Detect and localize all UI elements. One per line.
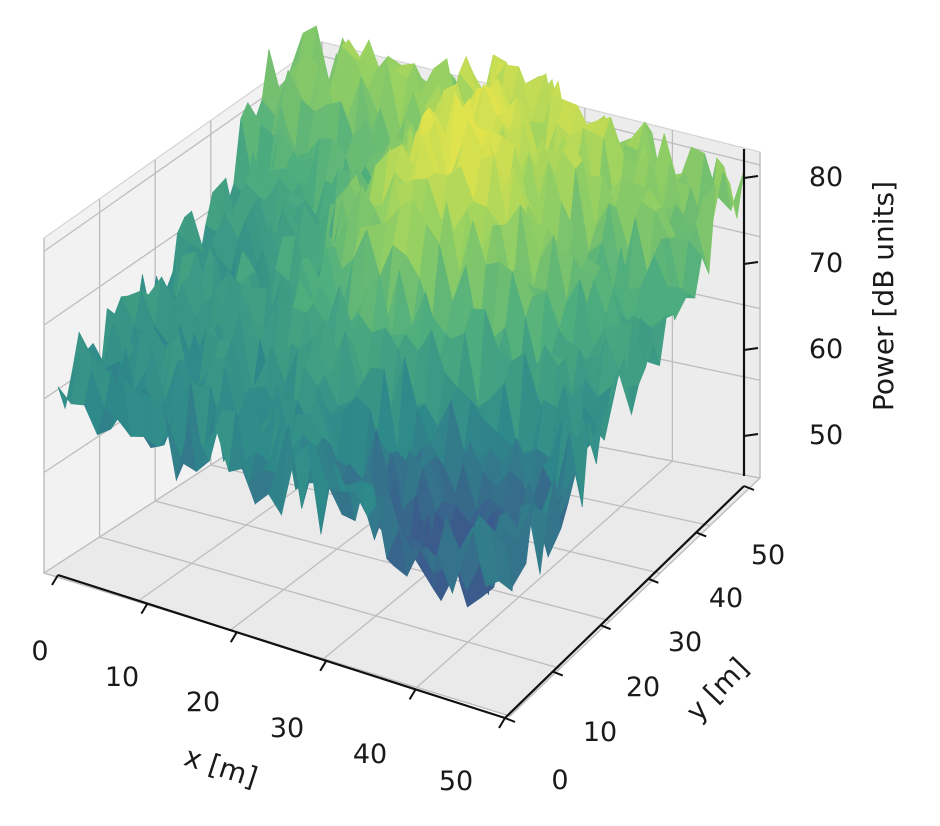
surface-mesh: [57, 25, 745, 608]
y-tick-label: 40: [709, 583, 743, 614]
z-tick-label: 60: [809, 334, 843, 365]
x-tick-label: 10: [105, 662, 139, 693]
floor-grid-line: [155, 500, 611, 622]
floor-grid-line: [99, 536, 561, 670]
x-tick-mark: [319, 660, 328, 672]
y-tick-label: 20: [626, 672, 660, 703]
x-tick-label: 40: [353, 739, 387, 770]
y-tick-mark: [695, 531, 707, 538]
x-tick-label: 30: [270, 713, 304, 744]
x-tick-label: 0: [31, 636, 48, 667]
z-tick-label: 50: [809, 420, 843, 451]
tick-marks: [51, 175, 759, 729]
surface-facet: [491, 528, 513, 592]
y-tick-mark: [600, 624, 611, 631]
x-axis-label: x [m]: [180, 740, 261, 794]
x-tick-mark: [140, 603, 149, 615]
x-tick-mark: [229, 631, 238, 643]
x-tick-mark: [51, 574, 59, 586]
x-axis-line: [57, 573, 506, 720]
y-tick-label: 30: [668, 627, 702, 658]
z-tick-mark: [743, 175, 759, 179]
y-axis-label: y [m]: [679, 651, 755, 728]
x-tick-mark: [498, 717, 506, 729]
x-tick-label: 20: [186, 687, 220, 718]
y-tick-label: 10: [583, 717, 617, 748]
y-tick-mark: [504, 717, 516, 723]
z-tick-label: 70: [809, 248, 843, 279]
y-tick-label: 0: [551, 765, 568, 796]
y-tick-mark: [648, 577, 659, 584]
z-tick-mark: [743, 347, 759, 351]
x-tick-labels: 0 10 20 30 40 50: [31, 636, 473, 797]
x-tick-label: 50: [439, 766, 473, 797]
y-tick-labels: 0 10 20 30 40 50: [551, 540, 785, 796]
y-tick-mark: [552, 670, 564, 677]
z-axis-label: Power [dB units]: [867, 181, 900, 411]
y-tick-mark: [743, 485, 755, 491]
y-tick-label: 50: [751, 540, 785, 571]
x-tick-mark: [408, 688, 417, 700]
z-tick-mark: [743, 433, 759, 437]
y-axis-line: [504, 485, 745, 719]
floor-grid-line: [509, 477, 761, 717]
floor-grid-line: [416, 460, 673, 688]
z-tick-mark: [743, 261, 759, 265]
z-tick-labels: 50 60 70 80: [809, 162, 843, 451]
z-tick-label: 80: [809, 162, 843, 193]
